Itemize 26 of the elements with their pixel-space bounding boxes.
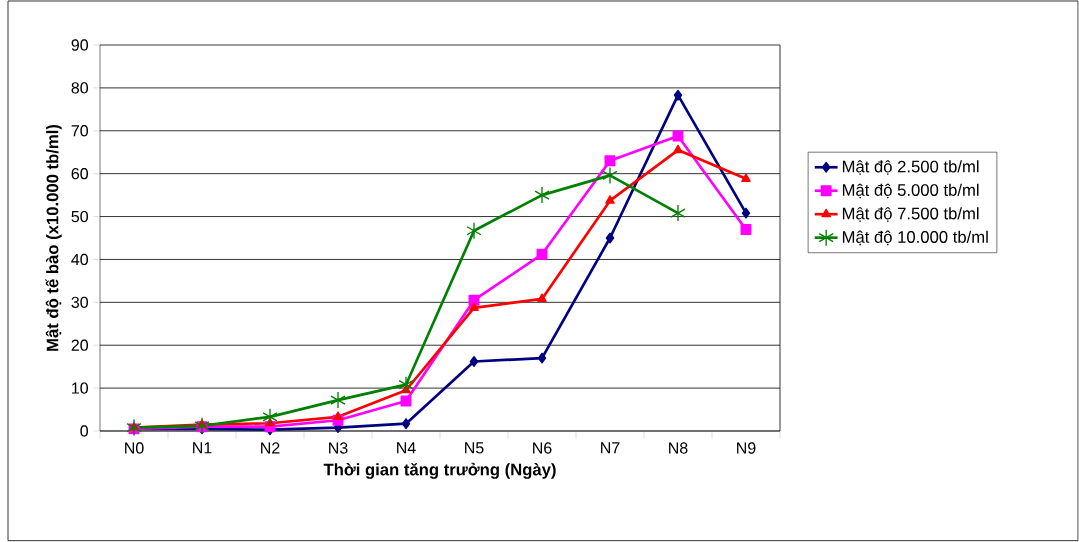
x-tick-label: N4 [397,442,416,454]
legend-label: Mật độ 2.500 tb/ml [842,160,979,175]
x-tick-label: N6 [533,442,552,454]
y-tick-label: 40 [71,253,89,266]
x-tick-label: N7 [601,442,620,454]
x-tick-label: N1 [193,442,212,454]
x-tick-label: N8 [669,442,688,454]
y-tick-label: 0 [80,425,89,437]
y-tick-label: 60 [71,168,89,180]
legend-label: Mật độ 10.000 tb/ml [842,230,988,246]
y-tick-label: 90 [71,39,89,51]
x-tick-label: N0 [125,442,144,454]
y-tick-label: 20 [71,339,89,351]
y-tick-label: 80 [71,82,89,94]
x-axis-title: Thời gian tăng trưởng (Ngày) [323,462,556,479]
y-tick-label: 30 [71,296,89,308]
x-tick-label: N2 [261,442,280,454]
legend-label: Mật độ 5.000 tb/ml [842,183,979,199]
y-axis-title: Mật độ tế bào (x10.000 tb/ml) [45,124,62,351]
x-tick-label: N5 [465,442,484,454]
y-tick-label: 10 [72,382,89,394]
y-tick-label: 50 [71,210,89,223]
y-tick-label: 70 [71,125,89,137]
x-tick-label: N9 [737,442,756,454]
legend-label: Mật độ 7.500 tb/ml [842,207,979,222]
x-tick-label: N3 [329,442,348,454]
